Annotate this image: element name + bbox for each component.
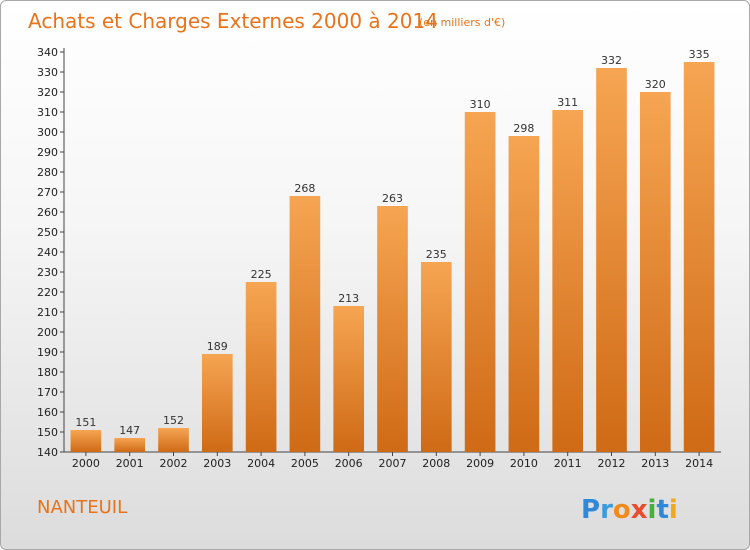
y-tick-label: 170 <box>37 386 58 399</box>
x-tick-label: 2010 <box>510 457 538 470</box>
x-tick-label: 2008 <box>422 457 450 470</box>
value-label: 263 <box>382 192 403 205</box>
x-tick-label: 2003 <box>203 457 231 470</box>
x-tick-label: 2007 <box>379 457 407 470</box>
value-label: 235 <box>426 248 447 261</box>
chart-subtitle: (en milliers d'€) <box>419 16 505 29</box>
y-tick-label: 280 <box>37 166 58 179</box>
value-label: 335 <box>689 48 710 61</box>
y-tick-label: 300 <box>37 126 58 139</box>
x-tick-label: 2014 <box>685 457 713 470</box>
commune-name: NANTEUIL <box>37 497 127 518</box>
value-label: 332 <box>601 54 622 67</box>
y-tick-label: 220 <box>37 286 58 299</box>
axes: 140 150 160 170 180 190 200 210 220 230 240 250 260 2… <box>37 46 721 470</box>
bar-2001 <box>114 438 146 452</box>
y-tick-label: 270 <box>37 186 58 199</box>
value-label: 310 <box>470 98 491 111</box>
logo-letter: t <box>656 495 668 525</box>
logo-letter: o <box>613 495 631 525</box>
x-tick-label: 2011 <box>554 457 582 470</box>
y-tick-label: 260 <box>37 206 58 219</box>
y-tick-label: 310 <box>37 106 58 119</box>
value-label: 147 <box>119 424 140 437</box>
y-tick-label: 230 <box>37 266 58 279</box>
proxiti-logo: Proxiti <box>581 495 678 525</box>
x-tick-label: 2001 <box>116 457 144 470</box>
x-tick-label: 2000 <box>72 457 100 470</box>
y-tick-label: 210 <box>37 306 58 319</box>
x-tick-label: 2012 <box>598 457 626 470</box>
bar-2014 <box>683 62 715 452</box>
logo-letter: P <box>581 495 600 525</box>
value-label: 189 <box>207 340 228 353</box>
x-tick-label: 2006 <box>335 457 363 470</box>
logo-letter: x <box>631 495 648 525</box>
y-tick-label: 150 <box>37 426 58 439</box>
value-label: 298 <box>513 122 534 135</box>
value-label: 225 <box>251 268 272 281</box>
bar-2003 <box>201 354 233 452</box>
x-tick-label: 2004 <box>247 457 275 470</box>
logo-letter: r <box>600 495 613 525</box>
logo-letter: i <box>669 495 678 525</box>
value-label: 213 <box>338 292 359 305</box>
value-label: 320 <box>645 78 666 91</box>
y-tick-label: 240 <box>37 246 58 259</box>
y-tick-label: 250 <box>37 226 58 239</box>
x-tick-label: 2005 <box>291 457 319 470</box>
value-label: 152 <box>163 414 184 427</box>
bar-2011 <box>552 110 584 452</box>
value-label: 268 <box>294 182 315 195</box>
bar-2005 <box>289 196 321 452</box>
y-tick-label: 330 <box>37 66 58 79</box>
x-tick-label: 2002 <box>160 457 188 470</box>
y-tick-label: 200 <box>37 326 58 339</box>
x-tick-label: 2013 <box>641 457 669 470</box>
bars-group: 151 147 152 189 225 268 213 263 235 310 298 311 332 3… <box>70 48 715 452</box>
y-tick-label: 180 <box>37 366 58 379</box>
logo-letter: i <box>648 495 657 525</box>
bar-2006 <box>333 306 365 452</box>
bar-2009 <box>464 112 496 452</box>
y-tick-label: 340 <box>37 46 58 59</box>
x-tick-label: 2009 <box>466 457 494 470</box>
chart-title: Achats et Charges Externes 2000 à 2014 <box>28 9 438 33</box>
bar-2008 <box>420 262 452 452</box>
bar-2007 <box>377 206 408 452</box>
bar-2012 <box>596 68 627 452</box>
y-tick-label: 190 <box>37 346 58 359</box>
y-tick-label: 320 <box>37 86 58 99</box>
y-tick-label: 290 <box>37 146 58 159</box>
bar-2013 <box>639 92 671 452</box>
bar-2002 <box>158 428 189 452</box>
bar-2010 <box>508 136 540 452</box>
y-tick-label: 160 <box>37 406 58 419</box>
value-label: 151 <box>75 416 96 429</box>
bar-2004 <box>245 282 277 452</box>
value-label: 311 <box>557 96 578 109</box>
bar-2000 <box>70 430 102 452</box>
y-tick-label: 140 <box>37 446 58 459</box>
